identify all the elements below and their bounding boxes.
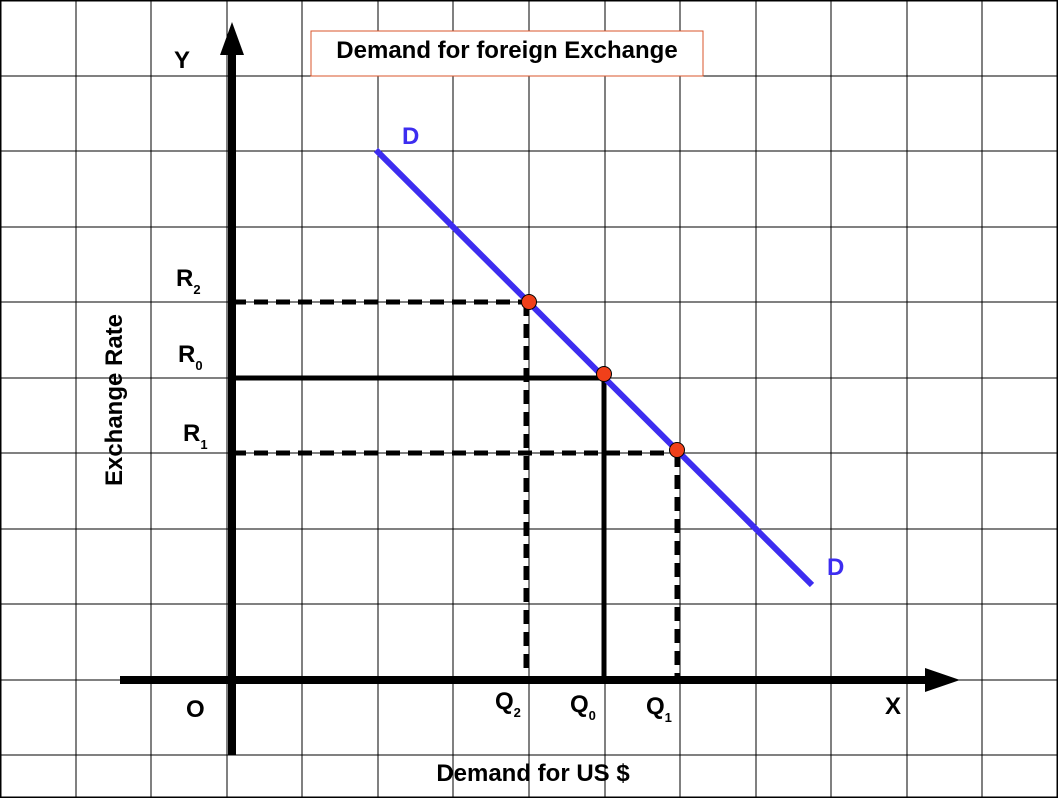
- guides: [232, 299, 680, 680]
- quantity-label: Q1: [646, 693, 672, 725]
- y-label: Y: [174, 47, 190, 74]
- label-sub: 0: [589, 708, 596, 723]
- point: [669, 442, 685, 458]
- label-sub: 2: [193, 282, 200, 297]
- origin-label: O: [186, 696, 205, 723]
- curve-label: D: [827, 554, 844, 581]
- curve-label: D: [402, 123, 419, 150]
- point: [521, 294, 537, 310]
- label-sub: 2: [514, 705, 521, 720]
- rate-label: R2: [176, 265, 201, 297]
- title-box: [310, 30, 704, 77]
- x-title: Demand for US $: [436, 760, 630, 787]
- demand-curve: [373, 147, 815, 588]
- y-arrow: [220, 22, 244, 55]
- title: Demand for foreign Exchange: [336, 37, 677, 64]
- label-base: Q: [495, 688, 514, 715]
- label-base: R: [176, 265, 193, 292]
- label-sub: 0: [195, 358, 202, 373]
- label-base: R: [178, 341, 195, 368]
- label-base: R: [183, 420, 200, 447]
- label-sub: 1: [665, 710, 672, 725]
- x-arrow: [925, 668, 960, 692]
- label-sub: 1: [200, 437, 207, 452]
- label-base: Q: [646, 693, 665, 720]
- x-label: X: [885, 693, 901, 720]
- rate-label: R0: [178, 341, 203, 373]
- quantity-label: Q2: [495, 688, 521, 720]
- label-base: Q: [570, 691, 589, 718]
- y-title: Exchange Rate: [101, 314, 128, 486]
- rate-label: R1: [183, 420, 208, 452]
- quantity-label: Q0: [570, 691, 596, 723]
- point: [596, 366, 612, 382]
